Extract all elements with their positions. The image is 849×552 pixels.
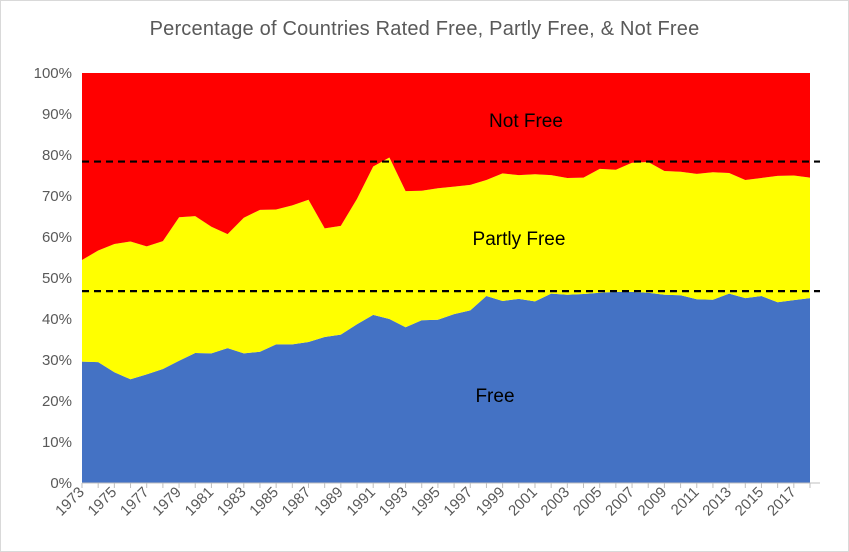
y-tick-label: 90% xyxy=(42,106,72,123)
y-tick-label: 30% xyxy=(42,352,72,369)
x-tick-label: 2011 xyxy=(668,484,703,519)
x-tick-label: 1979 xyxy=(149,484,185,520)
y-tick-label: 20% xyxy=(42,393,72,410)
area-label-free: Free xyxy=(475,386,514,407)
y-tick-label: 40% xyxy=(42,311,72,328)
x-tick-label: 2015 xyxy=(732,484,768,520)
y-tick-label: 50% xyxy=(42,270,72,287)
x-tick-label: 1981 xyxy=(182,484,218,520)
x-tick-label: 2017 xyxy=(764,484,800,520)
chart-title: Percentage of Countries Rated Free, Part… xyxy=(149,18,700,40)
x-tick-label: 1985 xyxy=(246,484,282,520)
x-tick-label: 1995 xyxy=(408,484,444,520)
y-tick-label: 80% xyxy=(42,147,72,164)
y-tick-label: 10% xyxy=(42,434,72,451)
x-tick-label: 2003 xyxy=(538,484,574,520)
area-not-free xyxy=(82,73,810,260)
x-tick-label: 1993 xyxy=(376,484,412,520)
y-tick-label: 0% xyxy=(50,475,72,492)
series-areas xyxy=(82,73,810,483)
x-tick-label: 1975 xyxy=(85,484,121,520)
x-tick-label: 2013 xyxy=(699,484,735,520)
x-tick-label: 1989 xyxy=(311,484,347,520)
x-tick-label: 1991 xyxy=(343,484,379,520)
area-partly-free xyxy=(82,157,810,380)
x-tick-label: 2001 xyxy=(505,484,541,520)
x-tick-label: 1999 xyxy=(473,484,509,520)
x-tick-label: 2005 xyxy=(570,484,606,520)
x-tick-label: 1983 xyxy=(214,484,250,520)
area-labels: Not Free Partly Free Free xyxy=(473,111,566,407)
x-tick-label: 1987 xyxy=(279,484,315,520)
y-tick-label: 100% xyxy=(34,65,72,82)
area-label-not-free: Not Free xyxy=(489,111,563,132)
x-tick-label: 1977 xyxy=(117,484,153,520)
reference-lines xyxy=(82,160,820,293)
y-tick-label: 70% xyxy=(42,188,72,205)
area-label-partly-free: Partly Free xyxy=(473,229,566,250)
x-tick-label: 2009 xyxy=(635,484,671,520)
area-free xyxy=(82,291,810,483)
x-tick-label: 2007 xyxy=(602,484,638,520)
y-tick-label: 60% xyxy=(42,229,72,246)
x-tick-label: 1997 xyxy=(440,484,476,520)
